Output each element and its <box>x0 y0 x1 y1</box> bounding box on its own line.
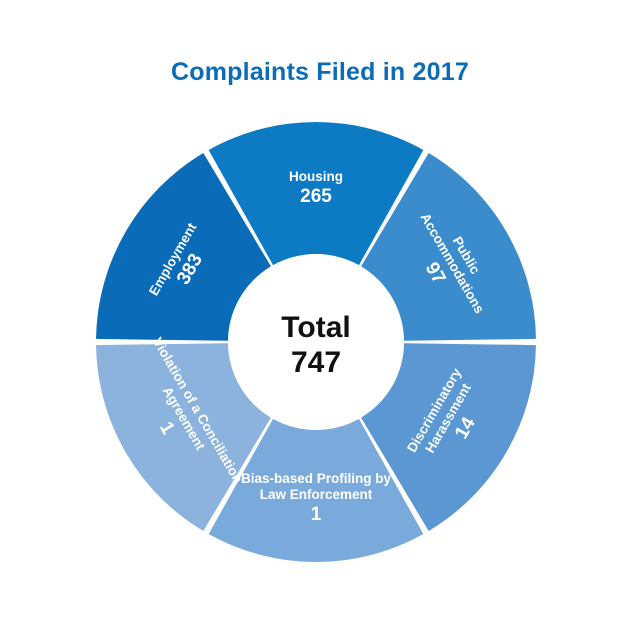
center-total-value: 747 <box>291 346 341 379</box>
center-hole <box>228 254 404 430</box>
segment-name-bias-based-profiling-by-law-enforcement-line-2: Law Enforcement <box>260 487 373 502</box>
segment-public-accommodations <box>361 153 536 341</box>
center-total-label: Total <box>281 311 350 344</box>
segment-employment <box>96 153 271 341</box>
segment-name-bias-based-profiling-by-law-enforcement-line-1: Bias-based Profiling by <box>241 471 392 486</box>
chart-segments <box>96 121 536 562</box>
chart-title: Complaints Filed in 2017 <box>171 58 469 86</box>
segment-name-housing-line-1: Housing <box>289 169 343 184</box>
segment-value-bias-based-profiling-by-law-enforcement: 1 <box>311 504 322 525</box>
segment-housing <box>208 121 424 266</box>
segment-violation-of-a-conciliation-agreement <box>96 343 271 531</box>
segment-value-housing: 265 <box>300 186 332 207</box>
segment-discriminatory-harassment <box>361 343 536 531</box>
segment-bias-based-profiling-by-law-enforcement <box>208 418 424 562</box>
segment-label-housing: Housing 265 <box>289 169 343 207</box>
